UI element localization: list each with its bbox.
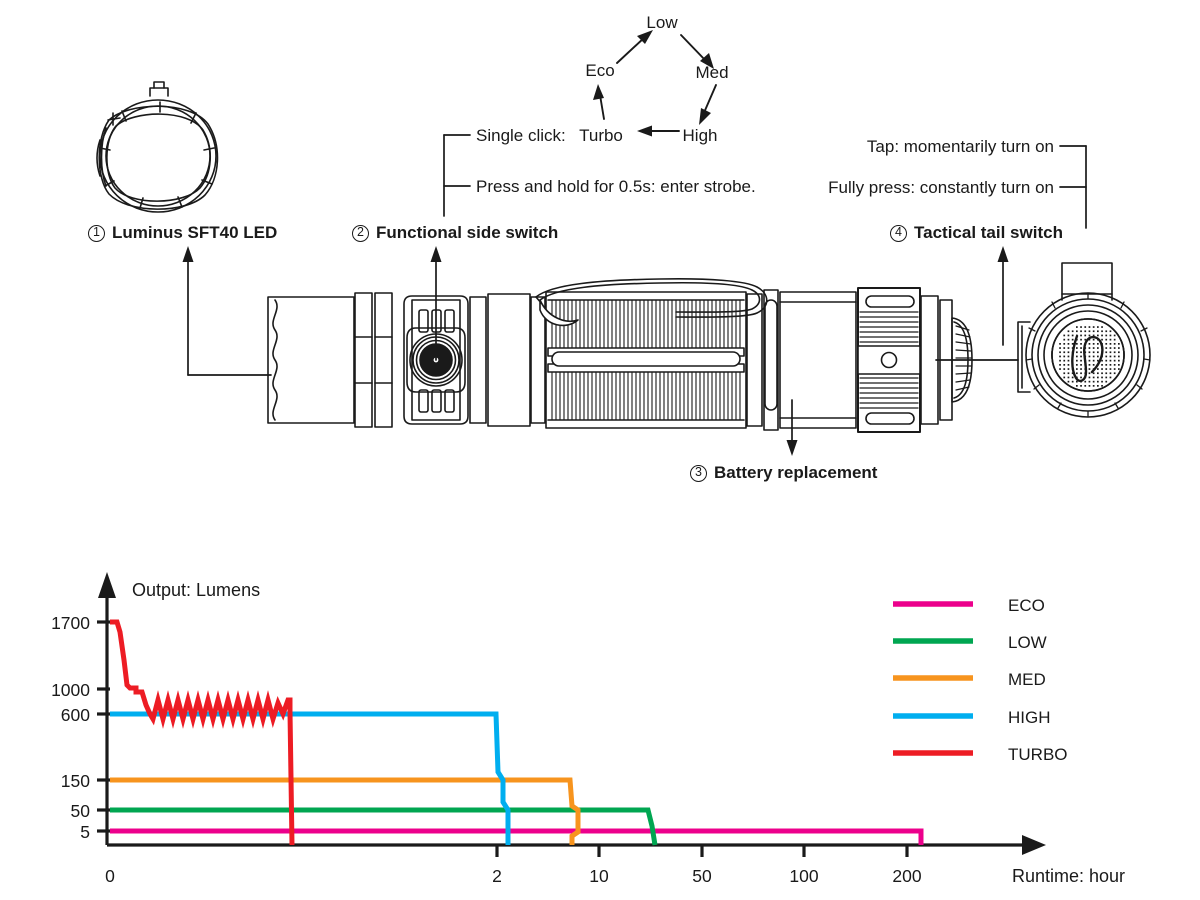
y-axis-ticks: [97, 620, 110, 833]
x-tick-label-200: 200: [892, 866, 921, 886]
callout-label-2: Functional side switch: [376, 223, 559, 242]
series-line-high[interactable]: [110, 711, 511, 845]
callout-label-3: Battery replacement: [714, 463, 878, 482]
x-axis-title: Runtime: hour: [1012, 866, 1125, 886]
legend-label-low: LOW: [1008, 633, 1047, 652]
series-line-low[interactable]: [110, 807, 658, 846]
tail-switch-press-text: Fully press: constantly turn on: [828, 178, 1054, 197]
callout-3-battery-replacement: 3 Battery replacement: [690, 463, 877, 483]
x-tick-label-100: 100: [789, 866, 818, 886]
x-axis-tick-labels: 0 2 10 50 100 200: [105, 866, 922, 886]
mode-node-eco: Eco: [585, 61, 615, 80]
legend-label-med: MED: [1008, 670, 1046, 689]
series-line-eco[interactable]: [110, 828, 924, 845]
mode-node-med: Med: [695, 63, 729, 82]
mode-node-high: High: [682, 126, 718, 145]
y-axis-tick-labels: 1700 1000 600 150 50 5: [51, 613, 90, 842]
tail-switch-tap-text: Tap: momentarily turn on: [866, 137, 1054, 156]
callout-number-2: 2: [352, 224, 369, 242]
y-axis-title: Output: Lumens: [132, 580, 260, 600]
x-tick-label-0: 0: [105, 866, 115, 886]
callout-number-1: 1: [88, 224, 105, 242]
x-axis-ticks: [495, 845, 909, 857]
x-tick-label-50: 50: [692, 866, 712, 886]
y-tick-label-50: 50: [71, 801, 91, 821]
x-axis-arrowhead: [1022, 835, 1046, 855]
series-line-turbo[interactable]: [110, 619, 295, 846]
callout-label-4: Tactical tail switch: [914, 223, 1063, 242]
legend-label-high: HIGH: [1008, 708, 1051, 727]
mode-node-low: Low: [646, 13, 678, 32]
y-axis-arrowhead: [98, 572, 116, 598]
callout-label-1: Luminus SFT40 LED: [112, 223, 278, 242]
y-tick-label-1700: 1700: [51, 613, 90, 633]
callout-number-4: 4: [890, 224, 907, 242]
y-tick-label-600: 600: [61, 705, 90, 725]
x-tick-label-2: 2: [492, 866, 502, 886]
chart-legend: ECO LOW MED HIGH TURBO: [893, 596, 1068, 764]
y-tick-label-1000: 1000: [51, 680, 90, 700]
y-tick-label-150: 150: [61, 771, 90, 791]
callout-number-3: 3: [690, 464, 707, 482]
side-switch-single-click-text: Single click:: [476, 126, 566, 145]
side-switch-hold-text: Press and hold for 0.5s: enter strobe.: [476, 177, 756, 196]
chart-axes: [105, 592, 1030, 847]
callout-2-functional-side-switch: 2 Functional side switch: [352, 223, 558, 243]
series-line-med[interactable]: [110, 777, 581, 845]
callout-1-luminus-sft40-led: 1 Luminus SFT40 LED: [88, 223, 277, 243]
y-tick-label-5: 5: [80, 822, 90, 842]
mode-node-turbo: Turbo: [579, 126, 623, 145]
legend-label-eco: ECO: [1008, 596, 1045, 615]
callout-4-tactical-tail-switch: 4 Tactical tail switch: [890, 223, 1063, 243]
legend-label-turbo: TURBO: [1008, 745, 1068, 764]
x-tick-label-10: 10: [589, 866, 609, 886]
